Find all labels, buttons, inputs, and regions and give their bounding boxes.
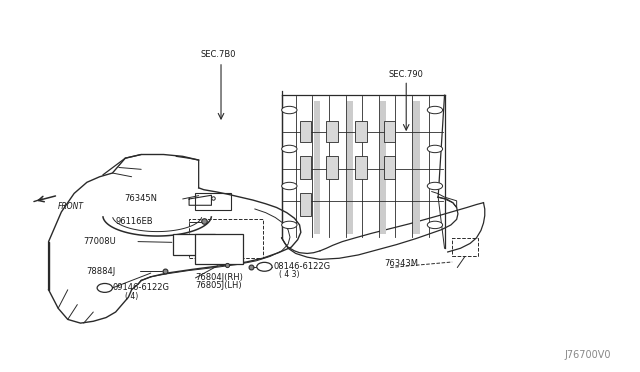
Circle shape: [97, 283, 113, 292]
Bar: [355, 121, 367, 141]
Text: B: B: [262, 264, 267, 269]
Bar: [300, 156, 311, 179]
Text: B: B: [102, 285, 108, 291]
Circle shape: [257, 262, 272, 271]
Bar: [380, 101, 387, 234]
Bar: [452, 238, 477, 256]
Ellipse shape: [282, 145, 297, 153]
Ellipse shape: [428, 182, 443, 190]
Ellipse shape: [428, 145, 443, 153]
Text: ( 4 3): ( 4 3): [279, 270, 300, 279]
Bar: [326, 121, 338, 141]
Bar: [195, 234, 243, 264]
Bar: [355, 156, 367, 179]
Text: 76804J(RH): 76804J(RH): [195, 273, 243, 282]
Bar: [326, 156, 338, 179]
Text: J76700V0: J76700V0: [564, 350, 611, 360]
Text: 96116EB: 96116EB: [115, 217, 153, 226]
Bar: [195, 193, 230, 210]
Ellipse shape: [282, 221, 297, 229]
Bar: [384, 121, 396, 141]
Ellipse shape: [282, 182, 297, 190]
Bar: [314, 101, 320, 234]
Bar: [300, 121, 311, 141]
Bar: [189, 219, 262, 258]
Text: 76805J(LH): 76805J(LH): [195, 281, 242, 290]
Bar: [173, 234, 214, 254]
Ellipse shape: [282, 106, 297, 114]
Text: 76345N: 76345N: [124, 195, 157, 203]
Text: 78884J: 78884J: [86, 267, 116, 276]
Bar: [347, 101, 353, 234]
Ellipse shape: [428, 106, 443, 114]
Text: 08146-6122G: 08146-6122G: [273, 262, 330, 271]
Bar: [300, 193, 311, 216]
Text: ( 4): ( 4): [125, 292, 138, 301]
Bar: [413, 101, 420, 234]
Text: SEC.7B0: SEC.7B0: [200, 50, 236, 59]
Text: FRONT: FRONT: [58, 202, 84, 211]
Text: 76343M: 76343M: [384, 259, 418, 268]
Bar: [384, 156, 396, 179]
Text: SEC.790: SEC.790: [388, 70, 424, 79]
Ellipse shape: [428, 221, 443, 229]
Text: 77008U: 77008U: [83, 237, 116, 246]
Text: 09146-6122G: 09146-6122G: [113, 283, 170, 292]
